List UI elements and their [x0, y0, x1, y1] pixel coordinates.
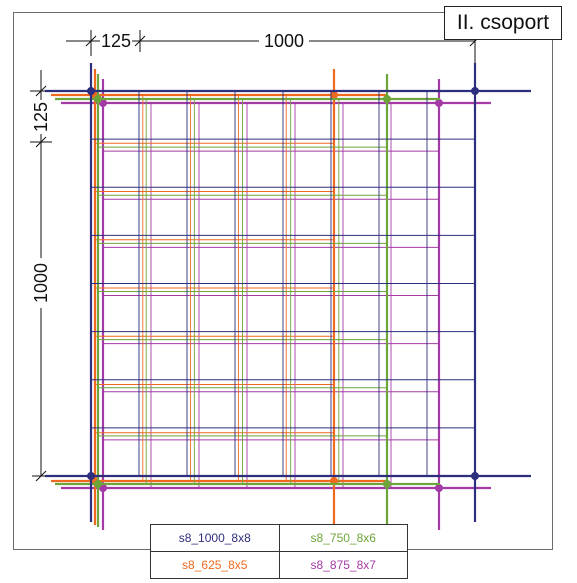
mesh-layer: [45, 63, 531, 530]
mesh-corner-marker: [94, 95, 102, 103]
left-large-dimension: 1000: [31, 263, 51, 303]
left-small-dimension: 125: [31, 102, 51, 132]
mesh-corner-marker: [383, 95, 391, 103]
mesh-corner-marker: [87, 472, 95, 480]
mesh-corner-marker: [87, 87, 95, 95]
mesh-corner-marker: [435, 99, 443, 107]
legend-cell-s8-875-8x7: s8_875_8x7: [278, 551, 408, 579]
left-large-dim-bg: [32, 258, 50, 308]
left-dim-slash-2: [35, 136, 47, 148]
mesh-corner-marker: [435, 484, 443, 492]
left-dim-slash-1: [35, 85, 47, 97]
mesh-s8-750-8x6: [55, 74, 440, 527]
left-small-dim-bg: [32, 100, 50, 134]
left-dim-slash-3: [35, 470, 47, 482]
legend-cell-s8-1000-8x8: s8_1000_8x8: [150, 524, 280, 552]
mesh-s8-875-8x7: [61, 79, 491, 530]
legend-cell-s8-625-8x5: s8_625_8x5: [150, 551, 280, 579]
mesh-corner-marker: [330, 91, 338, 99]
mesh-corner-marker: [471, 87, 479, 95]
top-small-dim-bg: [100, 31, 132, 49]
group-label: II. csoport: [444, 6, 562, 40]
mesh-legend: s8_1000_8x8 s8_750_8x6 s8_625_8x5 s8_875…: [150, 524, 408, 579]
mesh-corner-marker: [383, 480, 391, 488]
top-small-dimension: 125: [101, 31, 131, 51]
top-large-dim-bg: [259, 31, 309, 49]
mesh-corner-marker: [94, 480, 102, 488]
mesh-corner-marker: [471, 472, 479, 480]
top-dim-slash-2: [134, 35, 146, 47]
legend-cell-s8-750-8x6: s8_750_8x6: [278, 524, 408, 552]
top-dim-slash-1: [85, 35, 97, 47]
mesh-s8-625-8x5: [51, 69, 388, 525]
top-large-dimension: 1000: [264, 31, 304, 51]
mesh-s8-1000-8x8: [45, 63, 531, 522]
